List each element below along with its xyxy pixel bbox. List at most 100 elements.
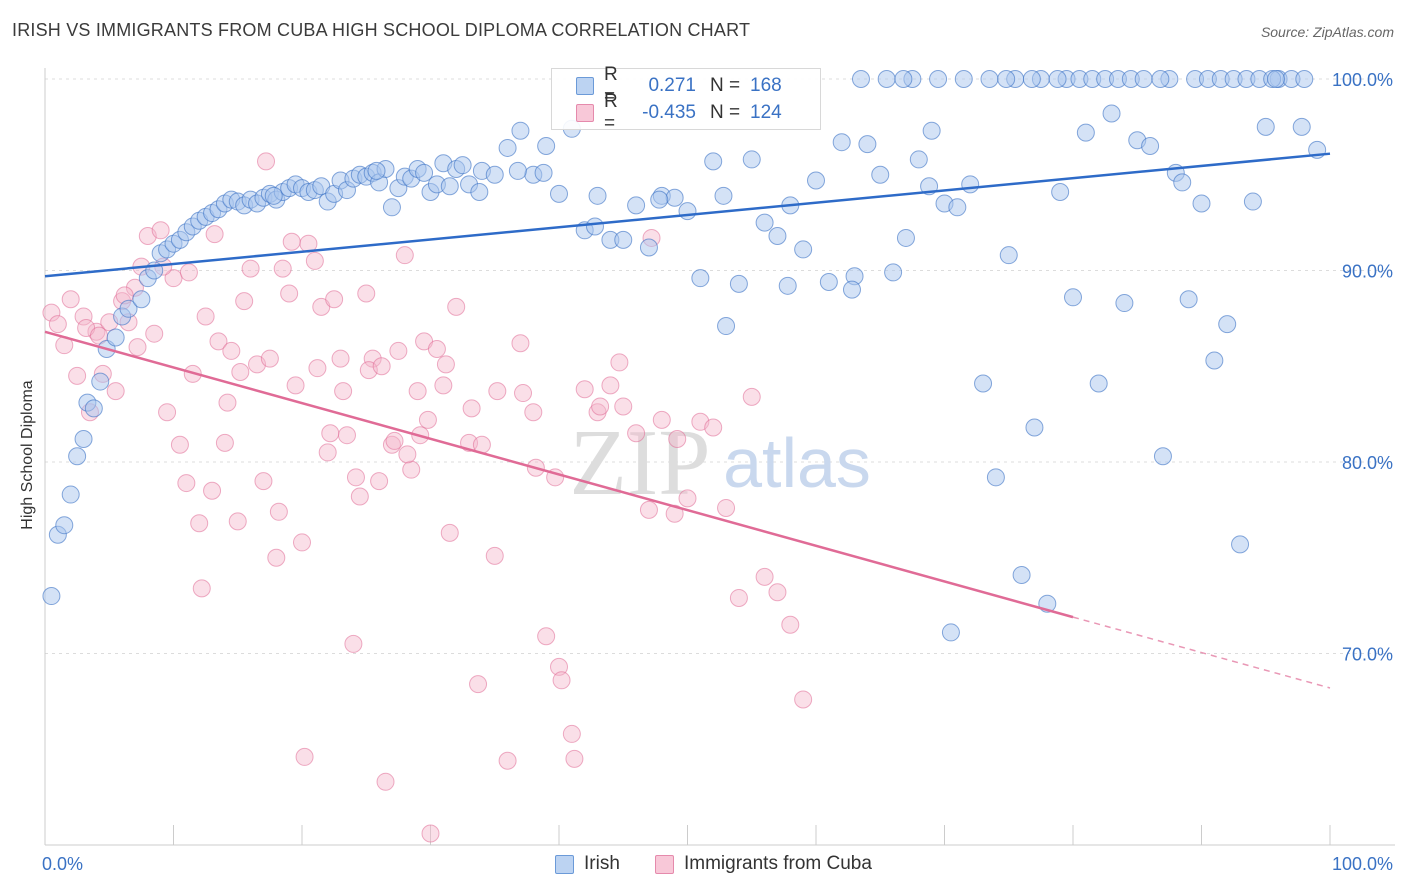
data-point-irish [55,516,74,535]
data-point-cuba [74,307,93,326]
series-legend-cuba[interactable]: Immigrants from Cuba [655,853,872,875]
data-point-cuba [729,588,748,607]
data-point-irish [948,198,967,217]
data-point-cuba [652,410,671,429]
correlation-legend: R = 0.271 N = 168 R = -0.435 N = 124 [551,64,821,134]
data-point-irish [980,70,999,88]
data-point-irish [132,290,151,309]
data-point-irish [1064,288,1082,307]
data-point-cuba [158,403,177,422]
data-point-cuba [370,472,389,491]
data-point-irish [832,133,851,152]
legend-swatch-irish [576,77,594,95]
data-point-cuba [639,500,658,519]
data-point-irish [1151,70,1170,88]
data-point-cuba [177,474,196,493]
series-legend-irish[interactable]: Irish [555,853,620,875]
data-point-cuba [376,772,395,791]
data-point-cuba [357,284,376,303]
data-point-irish [1192,194,1211,213]
data-point-irish [1256,117,1275,136]
data-point-irish [1076,123,1095,142]
data-point-cuba [280,284,299,303]
data-point-irish [1205,351,1224,370]
data-point-cuba [282,232,301,251]
data-point-cuba [436,355,455,374]
data-point-irish [588,186,607,205]
data-point-irish [585,217,604,236]
data-point-irish [42,587,61,606]
data-point-cuba [627,424,646,443]
data-point-cuba [305,251,324,270]
x-tick-label: 0.0% [42,854,83,874]
data-point-irish [1089,374,1108,393]
data-point-cuba [179,263,198,282]
data-point-cuba [293,533,311,552]
data-point-cuba [614,397,633,416]
data-point-cuba [308,359,327,378]
data-point-irish [511,121,530,140]
data-point-irish [729,274,748,293]
data-point-cuba [151,221,170,240]
data-point-cuba [241,259,260,278]
data-point-cuba [269,502,288,521]
series-label-irish: Irish [584,853,620,874]
data-point-irish [922,121,941,140]
data-point-cuba [337,426,356,445]
data-point-irish [550,184,568,203]
data-point-cuba [106,382,125,401]
data-point-irish [871,165,890,184]
data-point-irish [877,70,896,88]
data-point-irish [794,240,813,259]
data-point-cuba [346,468,365,487]
data-point-irish [997,70,1016,88]
series-swatch-cuba [655,854,674,874]
data-point-irish [485,165,504,184]
data-point-irish [851,70,870,88]
data-point-irish [367,161,386,180]
data-point-cuba [372,357,391,376]
data-point-irish [678,202,697,221]
y-tick-label: 80.0% [1342,453,1393,473]
data-point-irish [534,163,553,182]
data-point-irish [639,238,658,257]
data-point-irish [1025,418,1044,437]
data-point-cuba [552,671,571,690]
data-point-irish [382,198,401,217]
data-point-cuba [215,433,234,452]
data-point-irish [1231,535,1250,554]
data-point-irish [1048,70,1067,88]
data-point-cuba [61,290,80,309]
data-point-irish [1218,315,1237,334]
trend-line-irish [44,152,1331,278]
data-point-cuba [395,246,414,265]
data-point-irish [106,328,125,347]
data-point-irish [1153,447,1172,466]
data-point-irish [999,246,1018,265]
data-point-cuba [254,472,273,491]
data-point-irish [68,447,87,466]
legend-r-label: R = [604,91,618,134]
data-point-irish [627,196,646,215]
data-point-irish [415,163,434,182]
data-point-cuba [575,380,594,399]
legend-r-value-irish: 0.271 [648,75,696,96]
data-point-cuba [469,675,488,694]
data-point-irish [1141,137,1160,156]
legend-n-value-cuba: 124 [750,102,782,123]
series-label-cuba: Immigrants from Cuba [684,853,872,874]
data-point-irish [498,138,517,157]
data-point-cuba [228,512,247,531]
data-point-cuba [321,424,340,443]
data-point-irish [1173,173,1192,192]
y-tick-label: 90.0% [1342,262,1393,282]
data-point-cuba [350,487,369,506]
data-point-cuba [128,338,147,357]
data-point-irish [119,299,138,318]
data-point-cuba [434,376,453,395]
chart-title: IRISH VS IMMIGRANTS FROM CUBA HIGH SCHOO… [12,20,751,40]
data-point-cuba [235,292,254,311]
trend-line-cuba-extension [1072,616,1331,689]
legend-row-cuba: R = -0.435 N = 124 [576,91,782,134]
